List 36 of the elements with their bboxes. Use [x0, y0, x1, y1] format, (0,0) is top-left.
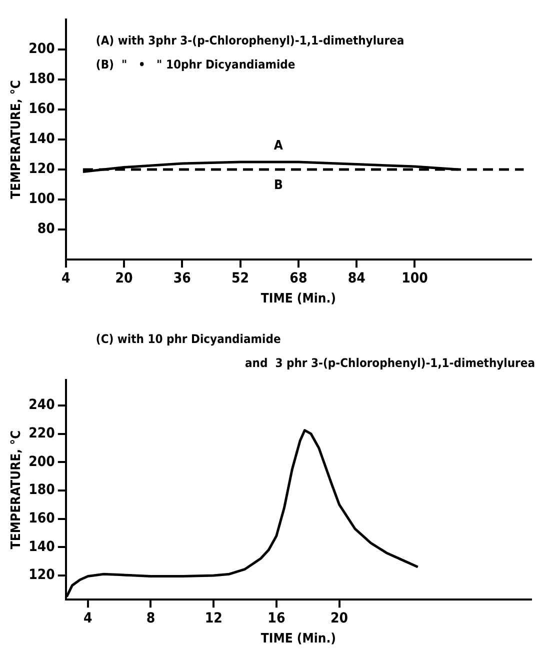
series-label: A: [274, 138, 283, 154]
y-tick-label: 200: [28, 454, 56, 470]
y-axis-title: TEMPERATURE, °C: [9, 80, 24, 199]
annotation: (A) with 3phr 3-(p-Chlorophenyl)-1,1-dimethylurea: [96, 34, 404, 48]
y-tick-label: 120: [28, 161, 56, 178]
y-tick-label: 180: [28, 482, 56, 498]
text: (C) with 10 phr Dicyandiamide: [96, 332, 281, 346]
x-tick-label: 4: [62, 270, 71, 287]
y-tick-label: 240: [28, 397, 56, 414]
y-axis-title: TEMPERATURE, °C: [9, 430, 24, 550]
x-tick-label: 20: [330, 610, 348, 627]
series-label: B: [274, 178, 283, 193]
y-tick-label: 80: [37, 221, 56, 238]
x-tick-label: 84: [348, 270, 366, 287]
x-tick-label: 4: [84, 610, 93, 627]
x-tick-label: 100: [402, 270, 428, 287]
annotation: (B) " • " 10phr Dicyandiamide: [96, 58, 296, 72]
y-tick-label: 140: [28, 538, 56, 555]
x-axis-title: TIME (Min.): [260, 292, 336, 307]
y-tick-label: 200: [28, 41, 56, 58]
y-tick-label: 100: [28, 191, 56, 208]
x-axis-title: TIME (Min.): [260, 632, 336, 647]
y-tick-label: 160: [28, 101, 56, 118]
y-tick-label: 180: [28, 71, 56, 88]
x-tick-label: 68: [290, 270, 308, 287]
x-tick-label: 36: [173, 270, 192, 287]
text: and 3 phr 3-(p-Chlorophenyl)-1,1-dimethylurea: [245, 356, 535, 370]
x-tick-label: 16: [268, 610, 286, 627]
y-tick-label: 120: [28, 567, 56, 584]
y-tick-label: 220: [28, 425, 56, 442]
y-tick-label: 140: [28, 131, 56, 148]
x-tick-label: 52: [232, 270, 250, 287]
x-tick-label: 20: [115, 270, 134, 287]
x-tick-label: 8: [146, 610, 156, 627]
x-tick-label: 12: [204, 610, 222, 627]
y-tick-label: 160: [28, 510, 56, 526]
